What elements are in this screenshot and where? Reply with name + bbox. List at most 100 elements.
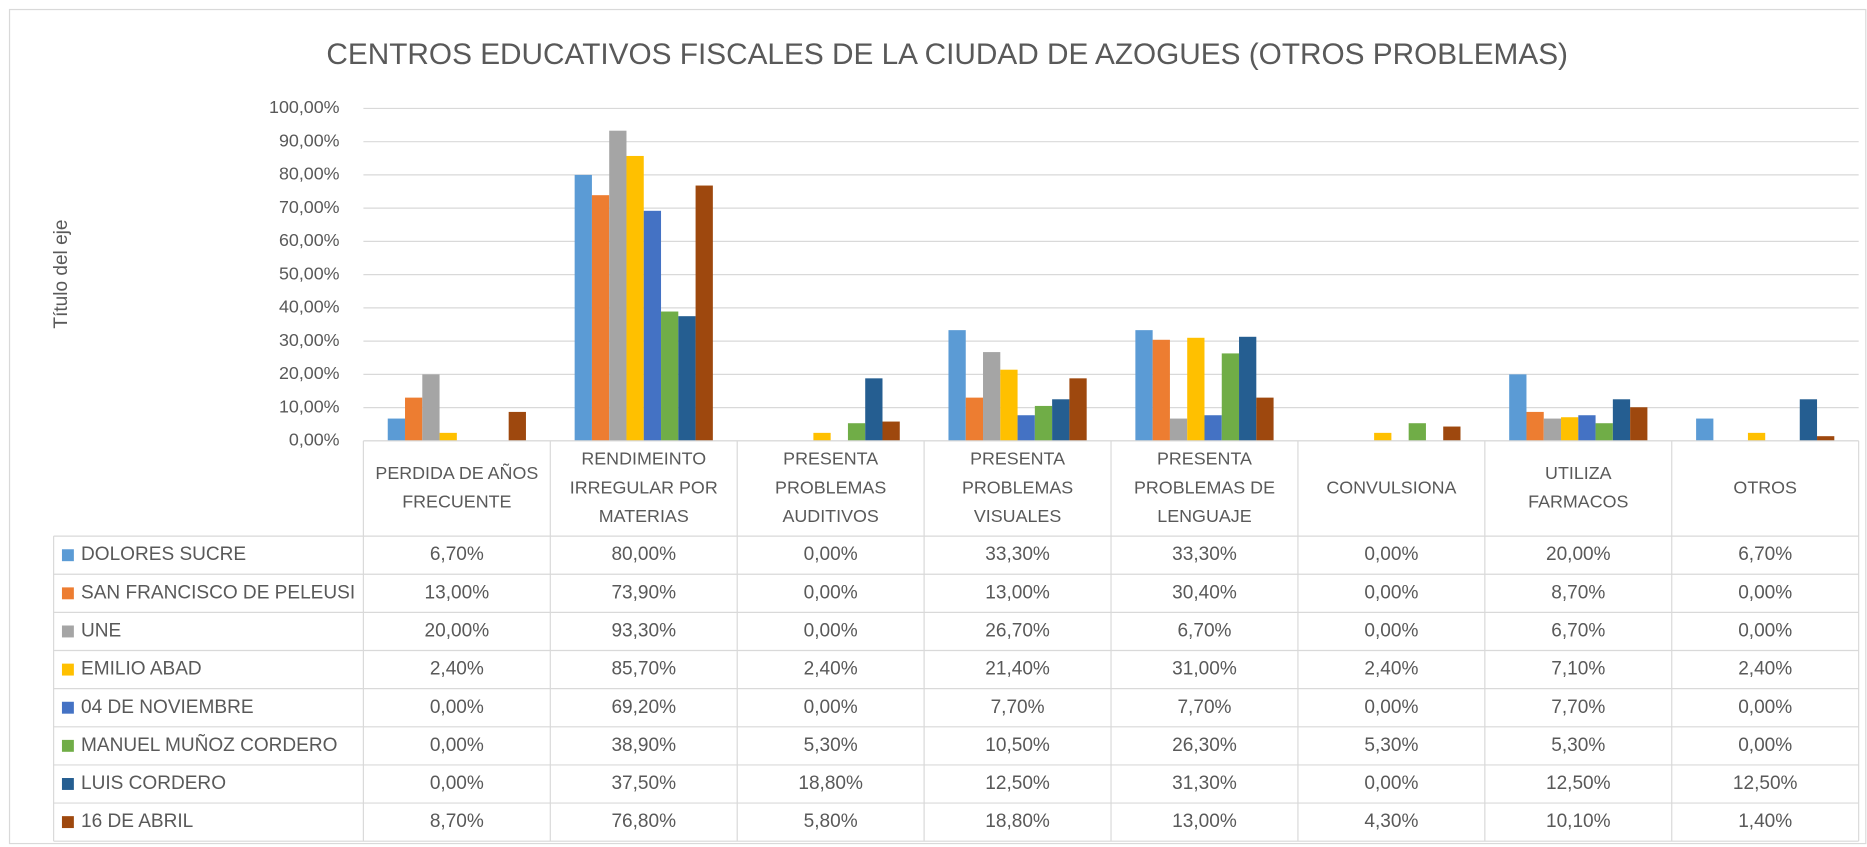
bar (1817, 436, 1835, 441)
bar (1408, 423, 1426, 441)
chart-title: CENTROS EDUCATIVOS FISCALES DE LA CIUDAD… (326, 38, 1568, 71)
bar (1509, 374, 1527, 441)
x-tick-label: PRESENTA PROBLEMAS AUDITIVOS (775, 449, 887, 527)
bar (439, 432, 457, 441)
bar (965, 397, 984, 441)
bar (626, 155, 644, 441)
data-label: 12,50% (1546, 773, 1611, 794)
legend-label: EMILIO ABAD (81, 659, 202, 680)
y-tick-label: 100,00% (269, 97, 340, 117)
data-label: 73,90% (611, 582, 676, 603)
data-label: 85,70% (611, 659, 676, 680)
bar (1443, 426, 1461, 441)
legend-label: DOLORES SUCRE (81, 544, 246, 565)
data-label: 6,70% (430, 544, 484, 565)
y-tick-label: 50,00% (279, 263, 340, 283)
data-label: 13,00% (1172, 811, 1237, 832)
data-label: 13,00% (985, 582, 1050, 603)
bar (422, 374, 440, 441)
y-tick-label: 80,00% (279, 164, 340, 184)
y-tick-label: 0,00% (289, 430, 340, 450)
data-label: 12,50% (1733, 773, 1798, 794)
data-label: 0,00% (1364, 582, 1418, 603)
y-tick-label: 20,00% (279, 363, 340, 383)
data-label: 2,40% (1364, 659, 1418, 680)
y-tick-label: 10,00% (279, 396, 340, 416)
bar (678, 316, 696, 441)
data-label: 2,40% (1738, 659, 1792, 680)
bar (405, 397, 423, 441)
bar (1630, 407, 1648, 441)
x-tick-label: PRESENTA PROBLEMAS DE LENGUAJE (1133, 449, 1276, 527)
data-label: 0,00% (804, 582, 858, 603)
legend-swatch (61, 587, 74, 600)
bar (1221, 353, 1240, 441)
x-tick-label: PRESENTA PROBLEMAS VISUALES (961, 449, 1074, 527)
data-label: 0,00% (804, 544, 858, 565)
bar (1543, 418, 1562, 441)
data-label: 2,40% (430, 659, 484, 680)
bar (661, 311, 679, 441)
data-label: 12,50% (985, 773, 1050, 794)
y-tick-label: 30,00% (279, 330, 340, 350)
x-tick-label: RENDIMEINTO IRREGULAR POR MATERIAS (569, 449, 718, 527)
bar (1747, 432, 1766, 441)
data-label: 0,00% (1364, 544, 1418, 565)
data-label: 0,00% (430, 735, 484, 756)
data-label: 80,00% (611, 544, 676, 565)
data-label: 6,70% (1551, 620, 1605, 641)
bar (1052, 399, 1070, 441)
data-label: 21,40% (985, 659, 1050, 680)
x-tick-label: PERDIDA DE AÑOS FRECUENTE (375, 463, 539, 513)
data-label: 0,00% (1364, 773, 1418, 794)
legend-label: 04 DE NOVIEMBRE (81, 697, 254, 718)
bar (1204, 415, 1222, 441)
bar (1135, 330, 1153, 441)
data-label: 20,00% (425, 620, 490, 641)
data-label: 13,00% (425, 582, 490, 603)
bar (1152, 339, 1170, 441)
y-tick-label: 70,00% (279, 197, 340, 217)
data-label: 0,00% (1364, 620, 1418, 641)
bar (1561, 417, 1579, 441)
chart-border (8, 8, 1867, 845)
data-label: 6,70% (1738, 544, 1792, 565)
y-tick-label: 60,00% (279, 230, 340, 250)
bar (882, 421, 900, 441)
data-label: 0,00% (804, 697, 858, 718)
data-label: 0,00% (430, 773, 484, 794)
x-tick-label: UTILIZA FARMACOS (1528, 463, 1629, 513)
bar (1169, 418, 1188, 441)
bar (948, 330, 966, 441)
data-label: 4,30% (1364, 811, 1418, 832)
legend-label: SAN FRANCISCO DE PELEUSI (81, 582, 355, 603)
legend-swatch (61, 739, 74, 752)
data-label: 7,10% (1551, 659, 1605, 680)
bar (508, 411, 526, 441)
bar (1239, 336, 1257, 441)
bar (1256, 397, 1274, 441)
data-label: 69,20% (611, 697, 676, 718)
data-label: 5,30% (1551, 735, 1605, 756)
data-label: 37,50% (611, 773, 676, 794)
data-label: 7,70% (991, 697, 1045, 718)
bar (983, 352, 1001, 441)
bar (387, 418, 406, 441)
data-label: 6,70% (1177, 620, 1231, 641)
x-tick-label: CONVULSIONA (1326, 477, 1457, 499)
data-label: 0,00% (1738, 620, 1792, 641)
y-tick-label: 40,00% (279, 297, 340, 317)
data-label: 30,40% (1172, 582, 1237, 603)
data-label: 5,30% (1364, 735, 1418, 756)
data-label: 31,30% (1172, 773, 1237, 794)
legend-swatch (61, 778, 74, 790)
legend-label: MANUEL MUÑOZ CORDERO (81, 734, 337, 756)
data-label: 7,70% (1177, 697, 1231, 718)
bar (847, 423, 866, 441)
data-label: 0,00% (1738, 735, 1792, 756)
bar (643, 210, 662, 441)
data-label: 10,10% (1546, 811, 1611, 832)
data-label: 38,90% (611, 735, 676, 756)
data-label: 33,30% (985, 544, 1050, 565)
